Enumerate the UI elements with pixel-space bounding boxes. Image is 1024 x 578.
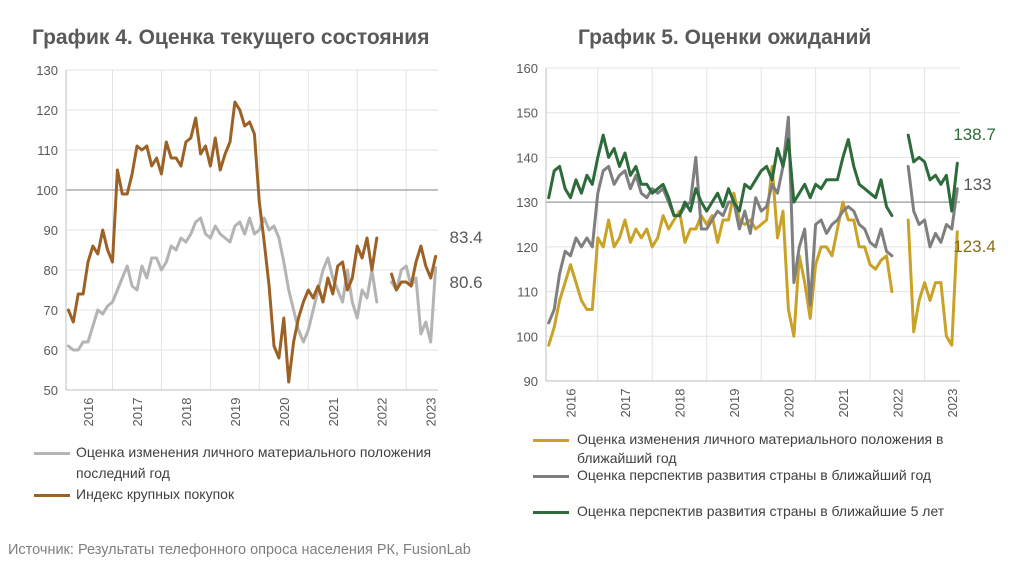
chart-4-series-1-line-0 bbox=[66, 100, 379, 384]
chart-5-ytick-100: 100 bbox=[516, 329, 538, 344]
chart-5-series-1-line-0 bbox=[547, 115, 894, 325]
chart-4-ytick-100: 100 bbox=[36, 183, 58, 198]
chart-4-ytick-90: 90 bbox=[44, 223, 58, 238]
chart-4-series-0-line-1 bbox=[390, 264, 438, 344]
legend-label-material-past: Оценка изменения личного материального п… bbox=[76, 444, 432, 460]
chart-4-title: График 4. Оценка текущего состояния bbox=[32, 26, 430, 49]
chart-4-xtick-2017: 2017 bbox=[130, 398, 145, 427]
chart-4-series-0-end-label: 80.6 bbox=[450, 273, 483, 292]
chart-5-xtick-2023: 2023 bbox=[945, 389, 960, 418]
legend-label-material-next-line2: ближайший год bbox=[577, 450, 677, 466]
chart-5-xtick-2022: 2022 bbox=[890, 389, 905, 418]
chart-5-xtick-2020: 2020 bbox=[781, 389, 796, 418]
chart-4-xtick-2016: 2016 bbox=[81, 398, 96, 427]
chart-5-xtick-2016: 2016 bbox=[564, 389, 579, 418]
chart-5-ytick-150: 150 bbox=[516, 106, 538, 121]
chart-4-ytick-50: 50 bbox=[44, 383, 58, 398]
source-note: Источник: Результаты телефонного опроса … bbox=[8, 542, 471, 558]
chart-5-series-1-end-label: 133 bbox=[963, 175, 991, 194]
chart-4-series-1-line-1 bbox=[390, 244, 438, 292]
legend-label-country-5y: Оценка перспектив развития страны в ближ… bbox=[577, 503, 945, 519]
legend-label-material-next: Оценка изменения личного материального п… bbox=[577, 431, 944, 447]
legend-swatch-grey bbox=[34, 452, 70, 455]
chart-5-series-2-line-0 bbox=[547, 133, 894, 218]
chart-5-title: График 5. Оценки ожиданий bbox=[578, 26, 872, 49]
chart-5-xtick-2017: 2017 bbox=[618, 389, 633, 418]
chart-5-series-2-end-label: 138.7 bbox=[953, 125, 996, 144]
legend-swatch-gold bbox=[533, 439, 569, 442]
chart-5-series-1-line-1 bbox=[906, 164, 959, 249]
chart-4-xtick-2022: 2022 bbox=[375, 398, 390, 427]
chart-4-ytick-130: 130 bbox=[36, 63, 58, 78]
chart-5-ytick-90: 90 bbox=[524, 374, 538, 389]
legend-label-material-past-line2: последний год bbox=[76, 465, 170, 481]
chart-5-ytick-120: 120 bbox=[516, 240, 538, 255]
chart-4-series-1-end-label: 83.4 bbox=[450, 228, 483, 247]
chart-5-ytick-160: 160 bbox=[516, 61, 538, 76]
chart-4-ytick-110: 110 bbox=[37, 143, 58, 158]
chart-5-xtick-2018: 2018 bbox=[672, 389, 687, 418]
chart-4-xtick-2023: 2023 bbox=[424, 398, 439, 427]
legend-label-country-1y: Оценка перспектив развития страны в ближ… bbox=[577, 467, 932, 483]
chart-4-ytick-70: 70 bbox=[44, 303, 58, 318]
chart-5-series-2-line-1 bbox=[906, 133, 959, 213]
chart-4-xtick-2021: 2021 bbox=[326, 398, 341, 427]
chart-4-series-0-line-0 bbox=[66, 216, 379, 352]
legend-swatch-grey-dark bbox=[533, 475, 569, 478]
legend-swatch-brown bbox=[34, 494, 70, 497]
chart-5-xtick-2021: 2021 bbox=[836, 389, 851, 418]
chart-5-ytick-110: 110 bbox=[517, 285, 538, 300]
legend-swatch-green bbox=[533, 511, 569, 514]
chart-4-xtick-2020: 2020 bbox=[277, 398, 292, 427]
chart-4-ytick-60: 60 bbox=[44, 343, 58, 358]
chart-5-series-0-line-1 bbox=[906, 218, 959, 347]
chart-5-xtick-2019: 2019 bbox=[727, 389, 742, 418]
chart-4-xtick-2019: 2019 bbox=[228, 398, 243, 427]
legend-label-big-purchases: Индекс крупных покупок bbox=[76, 486, 235, 502]
chart-4-ytick-120: 120 bbox=[36, 103, 58, 118]
chart-5-ytick-130: 130 bbox=[516, 195, 538, 210]
chart-4-xtick-2018: 2018 bbox=[179, 398, 194, 427]
chart-5-ytick-140: 140 bbox=[516, 150, 538, 165]
chart-5-series-0-end-label: 123.4 bbox=[953, 237, 996, 256]
chart-5-series-0-line-0 bbox=[547, 164, 894, 347]
chart-4-ytick-80: 80 bbox=[44, 263, 58, 278]
